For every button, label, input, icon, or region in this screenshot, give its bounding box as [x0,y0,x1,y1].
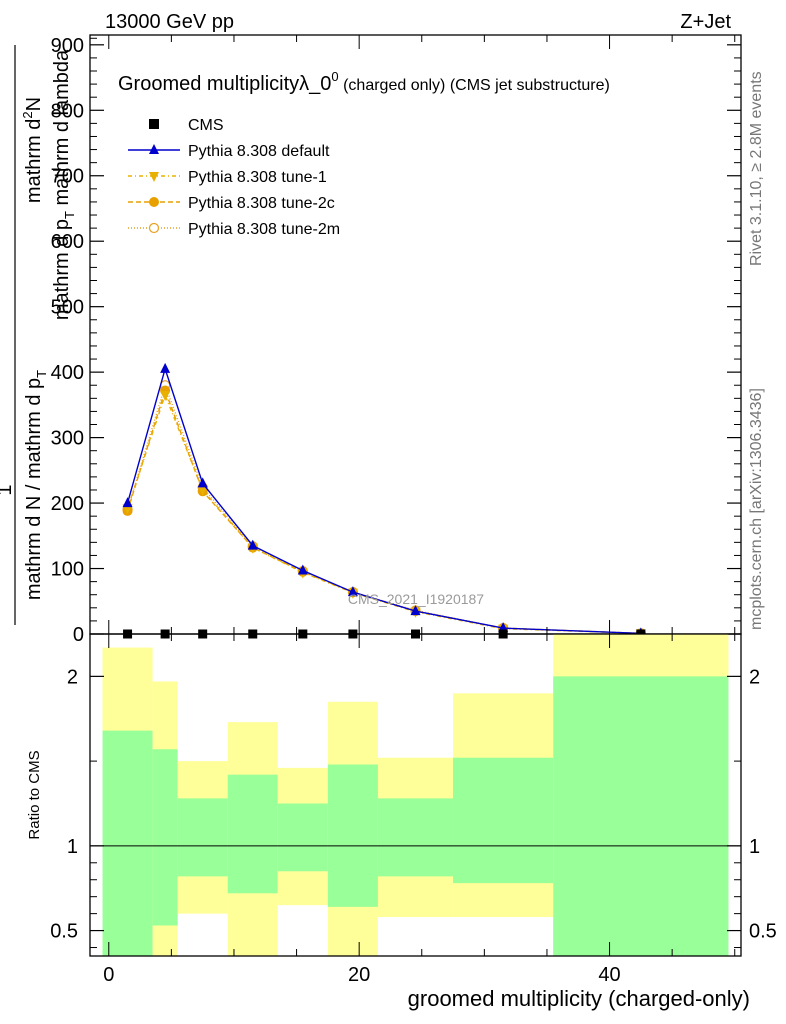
legend: CMS Pythia 8.308 default Pythia 8.308 tune… [128,117,340,238]
series-point [122,497,133,508]
ratio-ytick-label: 0.5 [50,921,78,943]
ratio-xtick-label: 40 [598,964,620,986]
series-point [347,586,358,597]
ratio-xtick-label: 0 [103,964,114,986]
series-point [247,539,258,550]
legend-marker [149,172,159,182]
rivet-label: Rivet 3.1.10, ≥ 2.8M events [748,71,765,266]
ylabel-one: 1 [0,484,16,495]
ratio-ytick-label-right: 0.5 [749,921,777,943]
series-point [410,605,421,616]
series-point [160,391,171,402]
series-point [297,564,308,575]
main-ytick-label: 0 [73,624,84,646]
legend-label: Pythia 8.308 tune-2m [188,221,340,238]
header-left: 13000 GeV pp [105,11,234,33]
ratio-band-green [102,730,153,956]
legend-marker [149,197,159,207]
main-ylabel: 1 mathrm d N / mathrm d pT mathrm d2N ma… [0,45,77,625]
main-ytick-label: 100 [51,559,84,581]
ratio-band-green [227,774,278,894]
legend-label: Pythia 8.308 tune-1 [188,169,327,186]
ratio-band-green [327,764,378,907]
series-point [160,362,171,373]
legend-marker [148,222,160,234]
legend-marker [149,144,159,154]
ratio-ytick-label: 1 [67,836,78,858]
x-axis-label: groomed multiplicity (charged-only) [408,986,750,1011]
mcplots-label: mcplots.cern.ch [arXiv:1306.3436] [748,388,765,630]
ylabel-denominator: mathrm d N / mathrm d pT [23,370,49,600]
legend-label: Pythia 8.308 tune-2c [188,195,335,212]
main-ytick-label: 300 [51,428,84,450]
ratio-plot-frame [89,633,742,957]
watermark: CMS_2021_I1920187 [348,591,484,607]
main-ytick-label: 900 [51,35,84,57]
legend-label: CMS [188,117,224,134]
ratio-ytick-label-right: 2 [749,666,760,688]
ratio-band-green [277,803,328,872]
series-point [197,485,208,496]
ratio-ylabel: Ratio to CMS [26,750,43,839]
main-panel: 0 100 200 300 400 500 600 700 800 900 Groomed mul… [0,34,742,646]
ratio-ytick-label-right: 1 [749,836,760,858]
main-ytick-label: 500 [51,297,84,319]
main-ytick-label: 400 [51,362,84,384]
ratio-band-green [152,749,178,926]
ratio-panel: 0.5 0.5 1 1 2 2 0 20 40 Ratio to CMS groomed mu… [26,633,777,1011]
ratio-xtick-label: 20 [348,964,370,986]
main-ytick-label: 800 [51,100,84,122]
main-ytick-label: 700 [51,166,84,188]
series-point [197,477,208,488]
ylabel-numerator: mathrm d2N [20,97,45,203]
ratio-band-green [377,798,454,877]
main-ytick-label: 600 [51,231,84,253]
ratio-ytick-label: 2 [67,666,78,688]
ratio-band-green [553,676,729,956]
legend-label: Pythia 8.308 default [188,143,330,160]
plot-title: Groomed multiplicityλ_00 (charged only) … [118,69,610,95]
main-ytick-label: 200 [51,493,84,515]
ylabel-lower: mathrm d pT mathrm d lambda [51,49,77,320]
ratio-band-green [453,757,554,884]
header-right: Z+Jet [680,11,731,33]
legend-marker [149,119,159,129]
ratio-band-green [177,798,228,877]
